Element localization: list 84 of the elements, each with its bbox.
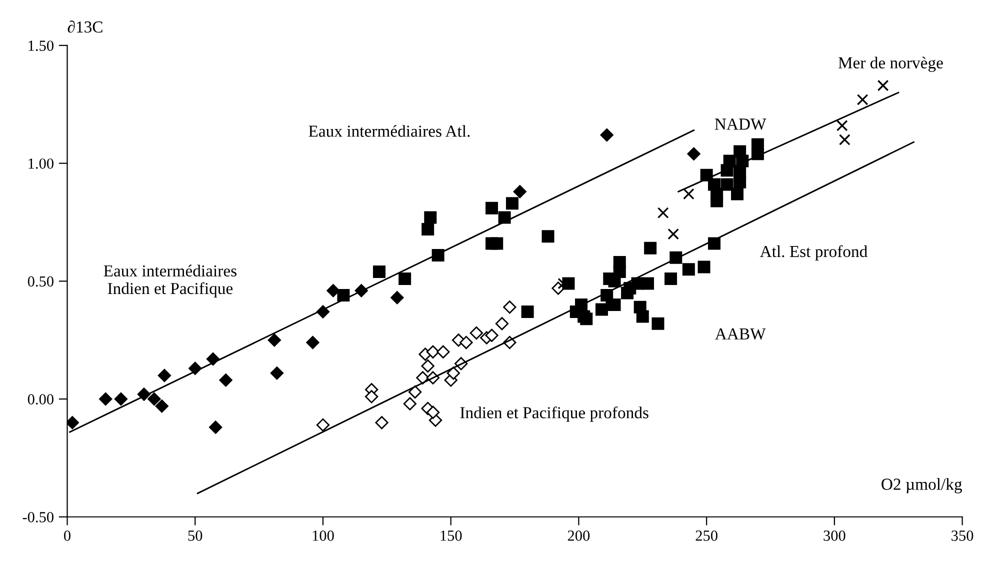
point	[657, 207, 669, 218]
x-tick-label: 150	[440, 530, 462, 541]
point	[158, 368, 172, 382]
y-tick-label: 0.00	[28, 394, 54, 405]
point	[99, 392, 112, 406]
annotation: AABW	[715, 328, 766, 340]
point	[306, 336, 320, 350]
point	[460, 336, 473, 350]
x-tick-label: 250	[696, 530, 718, 541]
point	[856, 94, 868, 106]
point	[644, 242, 657, 254]
point	[652, 317, 664, 330]
point	[877, 80, 889, 92]
point	[578, 310, 590, 323]
annotation: NADW	[714, 118, 766, 130]
point	[542, 230, 554, 243]
point	[486, 202, 498, 214]
legend-label: Indien et Pacifique profonds	[460, 406, 648, 422]
point	[326, 284, 340, 298]
point	[485, 328, 498, 342]
y-tick-label: -0.50	[22, 512, 54, 522]
point	[636, 310, 649, 323]
point	[316, 418, 330, 432]
y-tick-label: 1.50	[28, 40, 54, 51]
point	[403, 397, 417, 410]
x-tick-label: 50	[188, 530, 202, 541]
point	[148, 392, 161, 406]
point	[495, 317, 509, 330]
point	[268, 334, 281, 347]
x-tick-label: 100	[312, 530, 334, 541]
point	[664, 272, 678, 286]
point	[838, 134, 850, 146]
annotation: Atl. Est profond	[760, 245, 868, 261]
point	[490, 237, 504, 250]
point	[398, 272, 412, 286]
point	[687, 147, 700, 160]
point	[390, 291, 404, 304]
point	[720, 178, 734, 191]
point	[422, 223, 434, 236]
point	[621, 286, 634, 300]
point	[114, 392, 128, 406]
point	[446, 366, 460, 380]
point	[734, 176, 746, 188]
x-tick-label: 0	[64, 530, 70, 541]
point	[155, 400, 168, 413]
annotation: Eaux intermédiaires Atl.	[308, 125, 470, 137]
point	[521, 306, 534, 318]
point	[375, 416, 388, 430]
point	[424, 211, 437, 224]
point	[364, 390, 378, 404]
x-tick-label: 300	[824, 530, 846, 541]
point	[682, 188, 694, 200]
y-axis-title: ∂13C	[68, 20, 102, 33]
point	[503, 300, 516, 314]
x-axis-title: O2 µmol/kg	[882, 478, 962, 494]
point	[682, 263, 695, 276]
point	[698, 260, 710, 274]
point	[408, 385, 422, 399]
point	[731, 188, 744, 200]
point	[436, 345, 450, 358]
x-tick-label: 350	[952, 530, 974, 541]
point	[270, 366, 284, 380]
point	[668, 228, 680, 240]
point	[613, 265, 626, 278]
annotation: Eaux intermédiaires Indien et Pacifique	[104, 264, 236, 298]
point	[208, 420, 222, 434]
point	[421, 359, 434, 373]
point	[470, 326, 484, 340]
y-tick-label: 0.50	[28, 276, 54, 287]
point	[372, 265, 386, 278]
point	[426, 345, 440, 358]
x-tick-label: 200	[568, 530, 590, 541]
point	[506, 197, 518, 210]
point	[836, 120, 848, 132]
point	[710, 194, 724, 208]
point	[428, 414, 442, 427]
point	[219, 374, 232, 387]
y-tick-label: 1.00	[28, 158, 54, 169]
point	[67, 416, 79, 430]
point	[600, 128, 614, 142]
point	[337, 289, 350, 302]
point	[642, 277, 654, 290]
point	[513, 185, 526, 198]
annotation: Mer de norvège	[838, 56, 943, 72]
